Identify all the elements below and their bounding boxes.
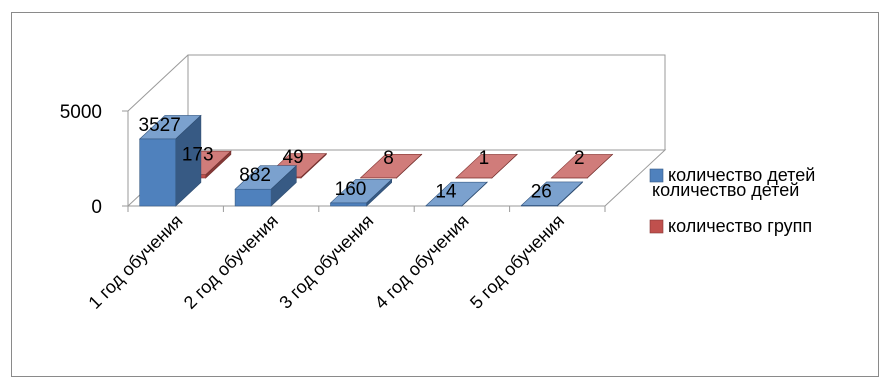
legend-label-duplicate: количество детей (652, 180, 799, 200)
side-wall-top-edge (127, 54, 189, 112)
data-label: 173 (182, 145, 214, 166)
bar-children (520, 181, 584, 207)
bar-front (139, 138, 176, 207)
legend-swatch (649, 219, 664, 234)
bar-children (138, 114, 202, 207)
y-tick-label: 5000 (60, 102, 102, 123)
legend: количество детей количество групп количест… (649, 165, 815, 236)
data-label: 49 (283, 147, 304, 168)
data-label: 3527 (139, 115, 181, 136)
chart-walls (122, 54, 667, 212)
data-label: 160 (335, 179, 367, 200)
y-tick-label: 0 (91, 197, 102, 218)
x-tick-label: 1 год обучения (84, 211, 186, 313)
legend-swatch (649, 168, 664, 183)
x-tick-label: 4 год обучения (371, 211, 473, 313)
bar-children (329, 178, 393, 207)
bar-groups (550, 153, 614, 179)
x-tick-label: 3 год обучения (275, 211, 377, 313)
x-tick-label: 2 год обучения (180, 211, 282, 313)
bar-groups (455, 153, 518, 179)
data-label: 14 (435, 182, 457, 203)
bar-front (234, 188, 272, 207)
chart-labels: 0 5000 173 49 8 1 2 3527 882 160 14 26 1 год обучени… (60, 102, 585, 313)
data-label: 882 (239, 165, 271, 186)
data-label: 26 (531, 182, 552, 203)
x-tick-label: 5 год обучения (466, 211, 568, 313)
data-label: 2 (574, 148, 585, 169)
legend-label: количество детей (668, 165, 815, 185)
chart-bars (138, 114, 614, 207)
bar-children (425, 181, 488, 207)
bar-groups (359, 153, 423, 179)
bar-children (234, 165, 298, 207)
legend-label: количество групп (668, 216, 812, 236)
data-label: 1 (479, 148, 490, 169)
bar-front (330, 202, 367, 207)
back-wall (187, 54, 666, 150)
data-label: 8 (383, 148, 394, 169)
